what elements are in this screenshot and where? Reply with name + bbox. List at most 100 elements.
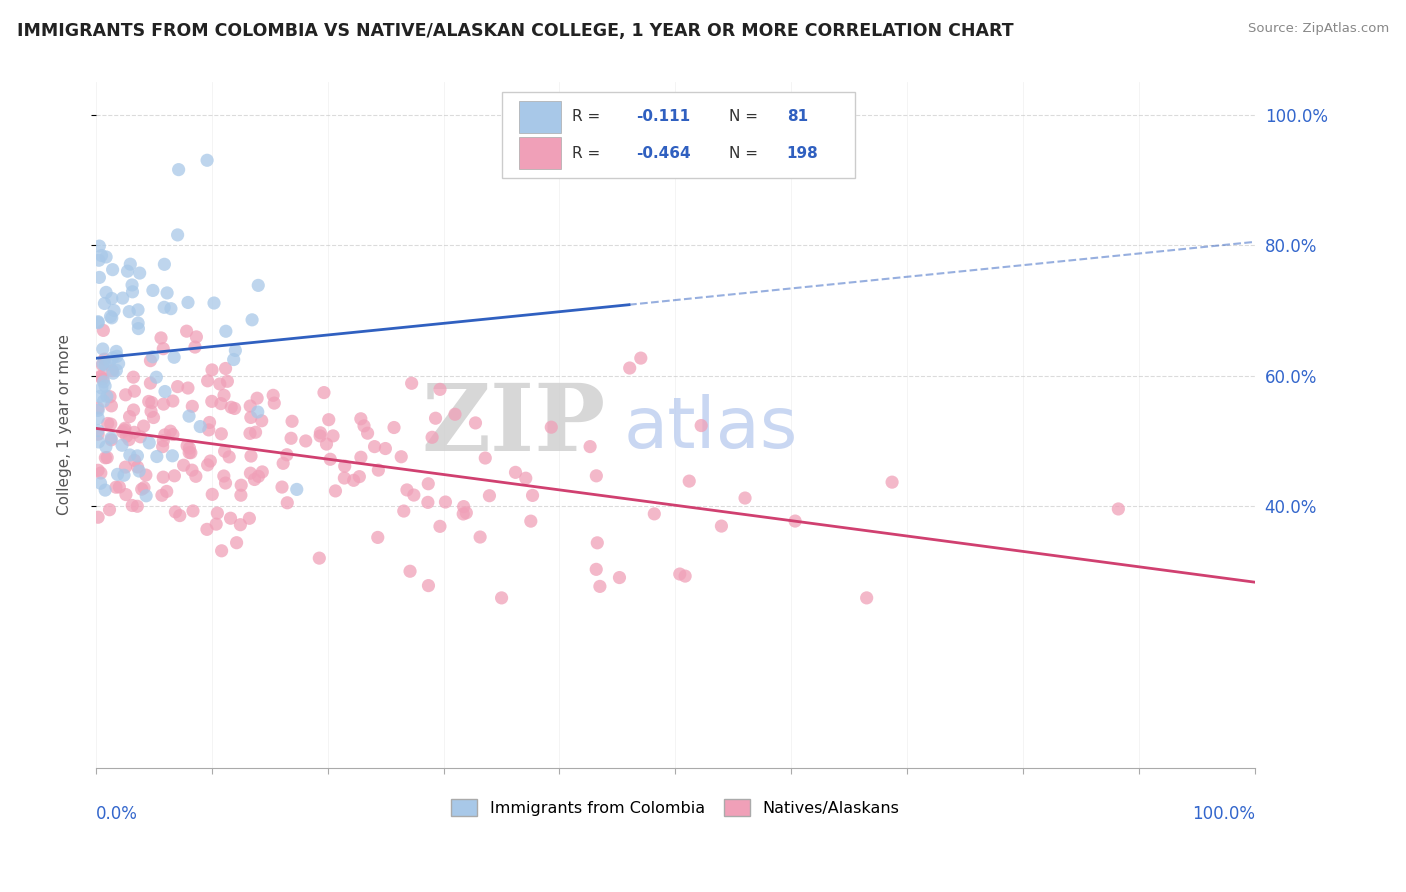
Point [90, 369, 112, 384]
Point [93, 352, 115, 367]
Point [105, 363, 128, 377]
Point [173, 458, 195, 473]
Point [219, 511, 242, 525]
Point [315, 437, 337, 451]
Point [162, 394, 184, 409]
Point [418, 476, 440, 491]
Point [101, 366, 124, 380]
Point [129, 430, 152, 444]
Point [90, 381, 112, 395]
Point [118, 304, 141, 318]
Point [103, 303, 125, 318]
Point [209, 426, 232, 441]
Point [131, 482, 153, 496]
Point [117, 264, 139, 278]
Point [585, 468, 607, 483]
Point [252, 465, 274, 479]
Text: Source: ZipAtlas.com: Source: ZipAtlas.com [1249, 22, 1389, 36]
Point [198, 416, 221, 430]
Point [240, 449, 263, 463]
Point [163, 468, 186, 483]
Point [239, 466, 262, 480]
Point [418, 579, 440, 593]
Point [238, 511, 260, 525]
Point [167, 162, 190, 177]
Point [120, 257, 142, 271]
Point [169, 508, 191, 523]
Point [122, 403, 145, 417]
Point [177, 295, 200, 310]
Point [153, 384, 176, 399]
Point [319, 452, 342, 467]
Point [176, 439, 198, 453]
Point [152, 470, 174, 484]
Point [280, 431, 302, 445]
Point [880, 475, 903, 490]
Point [245, 425, 267, 440]
Point [630, 351, 652, 365]
Text: 198: 198 [787, 145, 818, 161]
Point [201, 363, 224, 377]
Point [153, 301, 176, 315]
Point [214, 361, 236, 376]
Point [353, 418, 375, 433]
Point [94, 440, 117, 454]
Point [195, 522, 218, 536]
Point [643, 507, 665, 521]
Point [118, 433, 141, 447]
Point [201, 487, 224, 501]
Point [318, 413, 340, 427]
Point [94, 358, 117, 372]
Point [678, 474, 700, 488]
Point [374, 442, 396, 456]
Y-axis label: College, 1 year or more: College, 1 year or more [58, 334, 72, 516]
Point [619, 361, 641, 376]
Point [114, 460, 136, 475]
Point [247, 278, 270, 293]
Point [94, 250, 117, 264]
Point [100, 310, 122, 324]
Point [94, 285, 117, 300]
Point [98, 390, 121, 404]
Point [668, 567, 690, 582]
Text: 81: 81 [787, 110, 808, 124]
Point [127, 449, 149, 463]
Point [589, 579, 612, 593]
Point [239, 399, 262, 413]
Point [202, 296, 225, 310]
Point [219, 401, 242, 415]
Text: ZIP: ZIP [422, 380, 606, 470]
Point [214, 444, 236, 458]
Point [579, 440, 602, 454]
Point [246, 391, 269, 405]
Point [105, 349, 128, 363]
FancyBboxPatch shape [519, 137, 561, 169]
Point [1107, 502, 1129, 516]
Point [128, 266, 150, 280]
Point [240, 313, 263, 327]
Point [201, 394, 224, 409]
Point [179, 445, 201, 459]
Point [150, 331, 173, 345]
Point [91, 372, 114, 386]
Point [98, 354, 121, 368]
Point [90, 476, 112, 491]
Point [177, 381, 200, 395]
Point [420, 430, 443, 444]
Point [200, 454, 222, 468]
Point [89, 389, 111, 403]
Point [122, 425, 145, 440]
Point [224, 343, 246, 358]
Point [165, 505, 187, 519]
Point [262, 388, 284, 402]
Point [229, 488, 252, 502]
Point [87, 510, 110, 524]
Point [115, 429, 138, 443]
Point [162, 449, 184, 463]
Point [785, 514, 807, 528]
Point [114, 421, 136, 435]
Point [152, 342, 174, 356]
Text: -0.464: -0.464 [636, 145, 690, 161]
Point [250, 414, 273, 428]
Point [177, 409, 200, 424]
